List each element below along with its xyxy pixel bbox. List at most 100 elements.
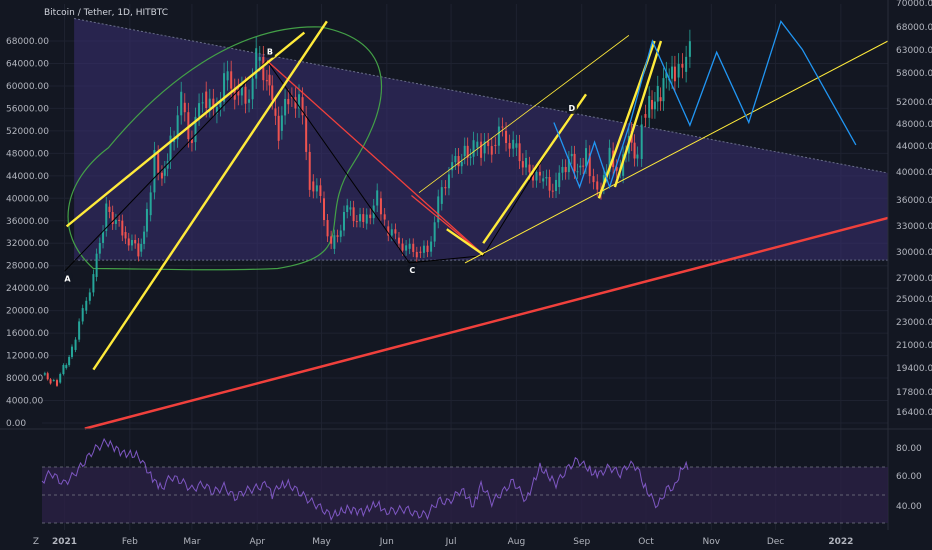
candle-body [558, 172, 561, 188]
candle-body [102, 230, 105, 243]
candle-body [173, 139, 176, 143]
candle-body [130, 239, 133, 246]
candle-body [570, 153, 573, 157]
candle-body [333, 235, 336, 249]
candle-body [659, 97, 662, 102]
candle-body [567, 158, 570, 173]
x-tick: Jul [445, 537, 457, 547]
candle-body [244, 86, 247, 104]
candle-body [426, 245, 429, 252]
candle-body [305, 115, 308, 152]
candle-body [551, 190, 554, 192]
y-tick-left: 68000.00 [6, 37, 49, 47]
y-tick-left: 40000.00 [6, 194, 49, 204]
x-tick: Apr [249, 537, 265, 547]
candle-body [451, 162, 454, 171]
candle-body [466, 145, 469, 158]
candle-body [508, 143, 511, 149]
candle-body [274, 108, 277, 116]
candle-body [258, 56, 261, 61]
y-tick-right: 17800.00 [896, 388, 932, 398]
blue-projection-path [553, 19, 857, 190]
candle-body [379, 198, 382, 215]
candle-body [397, 237, 400, 244]
candle-body [127, 238, 130, 246]
candle-body [480, 141, 483, 158]
candle-body [157, 153, 160, 173]
candle-body [271, 85, 274, 100]
candle-body [430, 241, 433, 252]
candle-body [55, 380, 58, 386]
y-tick-right: 68000.00 [896, 23, 932, 33]
candle-body [408, 243, 411, 249]
y-tick-right: 23000.00 [896, 318, 932, 328]
y-tick-right: 48000.00 [896, 120, 932, 130]
rsi-line [41, 437, 689, 521]
candle-body [190, 139, 193, 144]
candle-body [463, 145, 466, 157]
candle-body [444, 187, 447, 189]
candle-body [237, 88, 240, 96]
candle-body [124, 232, 127, 239]
candle-body [579, 165, 582, 168]
candle-body [68, 356, 71, 366]
candles [43, 29, 691, 387]
candle-body [535, 171, 538, 181]
candle-body [494, 144, 497, 146]
candle-body [454, 156, 457, 163]
yellow-channel-line [613, 40, 663, 188]
candle-body [284, 98, 287, 116]
candle-body [349, 207, 352, 210]
candle-body [111, 211, 114, 224]
candle-body [74, 339, 77, 350]
candle-body [65, 365, 68, 368]
candle-body [681, 63, 684, 68]
candle-body [255, 48, 258, 79]
candle-body [592, 176, 595, 183]
candle-body [469, 156, 472, 158]
candle-body [588, 153, 591, 177]
candle-body [671, 66, 674, 79]
candle-body [287, 98, 290, 105]
candle-body [376, 190, 379, 206]
y-tick-left: 36000.00 [6, 217, 49, 227]
candle-body [457, 156, 460, 167]
point-label-text: A [64, 274, 71, 283]
y-tick-left: 60000.00 [6, 82, 49, 92]
candle-body [656, 85, 659, 102]
candle-body [108, 206, 111, 212]
candle-body [121, 220, 124, 236]
candle-body [564, 166, 567, 173]
candle-body [644, 114, 647, 118]
candle-body [525, 157, 528, 168]
x-tick: Mar [183, 537, 200, 547]
candle-body [365, 214, 368, 224]
candle-body [476, 141, 479, 148]
point-label-b: B [264, 46, 275, 58]
chart-title: Bitcoin / Tether, 1D, HITBTC [44, 8, 168, 18]
candle-body [548, 177, 551, 191]
candle-body [315, 185, 318, 192]
rsi-tick: 80.00 [896, 444, 922, 454]
candle-body [143, 231, 146, 244]
candle-body [662, 78, 665, 102]
candle-body [330, 236, 333, 244]
candle-body [401, 243, 404, 251]
candle-body [437, 196, 440, 223]
bc-red-line [266, 60, 484, 255]
descend-red-line [411, 194, 484, 255]
x-tick: 2021 [52, 537, 77, 547]
candle-body [355, 221, 358, 223]
candle-body [62, 364, 65, 375]
y-tick-right: 58000.00 [896, 69, 932, 79]
y-tick-left: 64000.00 [6, 59, 49, 69]
candle-body [394, 229, 397, 234]
candle-body [118, 219, 121, 221]
candle-body [573, 153, 576, 172]
y-tick-left: 48000.00 [6, 149, 49, 159]
candle-body [636, 154, 639, 159]
candle-body [497, 126, 500, 146]
candle-body [205, 91, 208, 109]
